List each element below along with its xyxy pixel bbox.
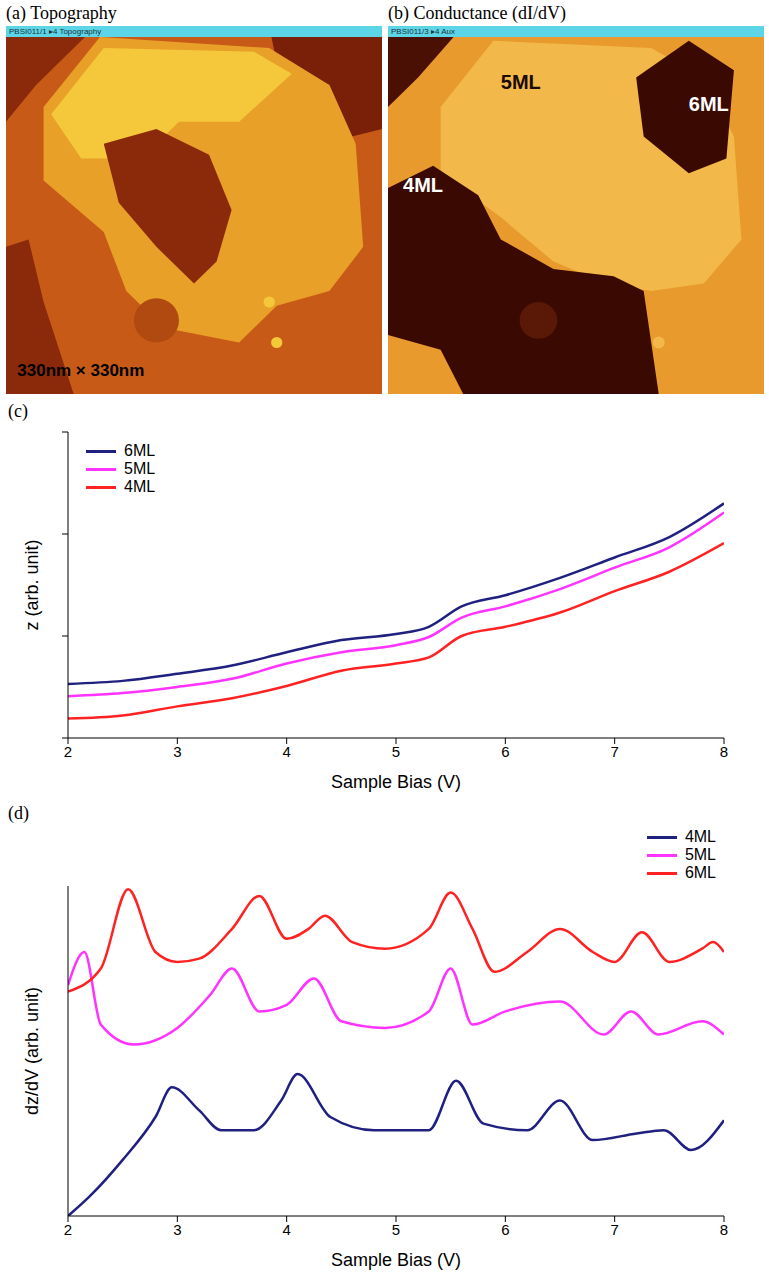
svg-text:3: 3: [173, 743, 181, 760]
svg-text:6: 6: [501, 1221, 509, 1238]
html-text:(b) Conductance (dI/dV): (b) Conductance (dI/dV): [388, 3, 566, 23]
html-text:(a) Topography: (a) Topography: [6, 3, 117, 23]
svg-text:7: 7: [610, 743, 618, 760]
html-text:5ML: 5ML: [684, 846, 716, 863]
svg-text:5: 5: [392, 1221, 400, 1238]
svg-text:Sample Bias (V): Sample Bias (V): [331, 772, 461, 792]
svg-text:5: 5: [392, 743, 400, 760]
svg-text:3: 3: [173, 1221, 181, 1238]
html-text:(d): (d): [8, 803, 29, 823]
html-text:5ML: 5ML: [124, 460, 156, 477]
svg-text:2: 2: [64, 743, 72, 760]
svg-text:8: 8: [720, 743, 728, 760]
svg-text:6: 6: [501, 743, 509, 760]
html-text:6ML: 6ML: [684, 864, 716, 881]
svg-text:Sample Bias (V): Sample Bias (V): [331, 1250, 461, 1270]
svg-text:7: 7: [610, 1221, 618, 1238]
html-text:PBSI011/1 ▸4 Topography: PBSI011/1 ▸4 Topography: [9, 27, 102, 36]
html-text:6ML: 6ML: [124, 442, 156, 459]
html-text:6ML: 6ML: [688, 93, 729, 116]
svg-text:8: 8: [720, 1221, 728, 1238]
svg-text:4: 4: [282, 743, 290, 760]
svg-text:2: 2: [64, 1221, 72, 1238]
html-text:4ML: 4ML: [124, 478, 156, 495]
svg-text:4: 4: [282, 1221, 290, 1238]
html-text:330nm × 330nm: 330nm × 330nm: [17, 361, 145, 381]
svg-text:dz/dV (arb. unit): dz/dV (arb. unit): [22, 987, 42, 1115]
html-text:PBSI011/3 ▸4 Aux: PBSI011/3 ▸4 Aux: [391, 27, 455, 36]
html-text:4ML: 4ML: [403, 174, 443, 197]
html-text:(c): (c): [8, 401, 28, 421]
svg-text:z (arb. unit): z (arb. unit): [22, 539, 42, 630]
html-text:5ML: 5ML: [500, 71, 541, 94]
html-text:4ML: 4ML: [684, 828, 716, 845]
